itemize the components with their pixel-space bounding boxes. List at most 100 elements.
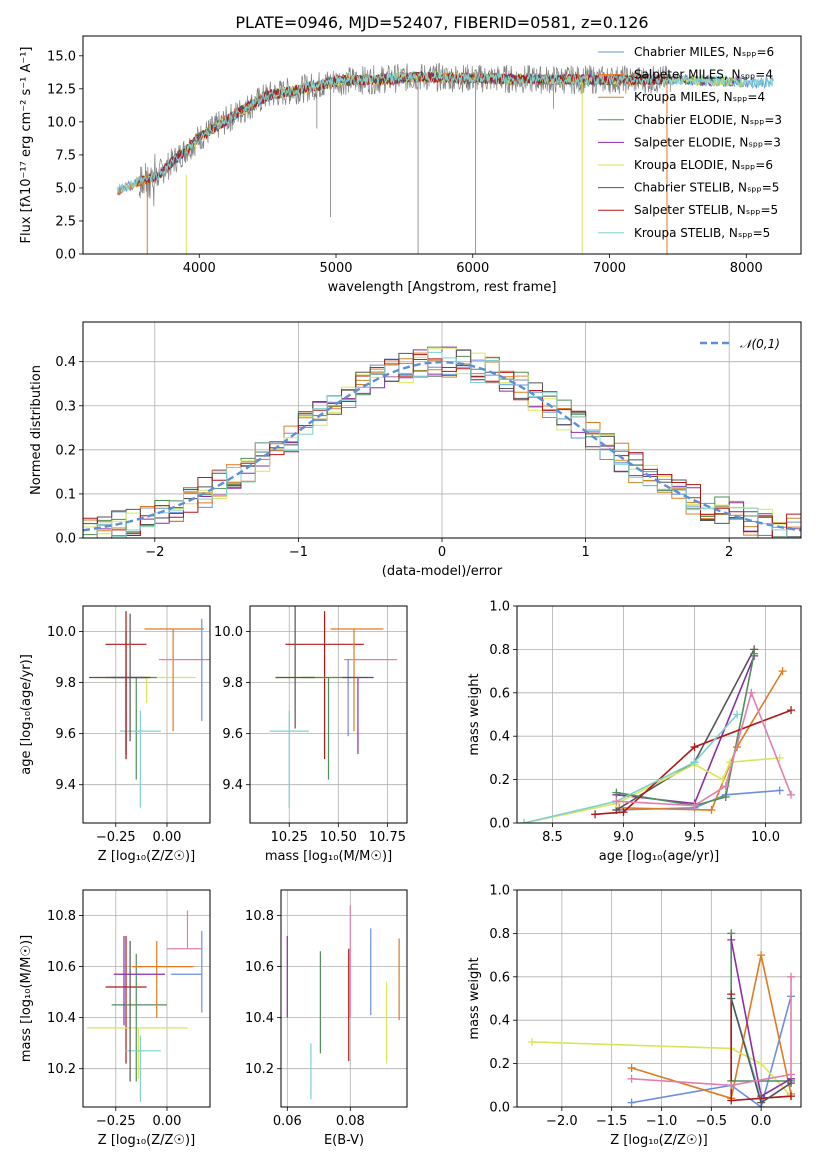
- legend-label: Kroupa STELIB, Nₛₚₚ=5: [634, 226, 770, 240]
- data-marker: [757, 951, 766, 960]
- plot-area: [87, 910, 203, 1102]
- y-tick-label: 10.8: [245, 909, 274, 924]
- legend-label: Chabrier MILES, Nₛₚₚ=6: [634, 45, 774, 59]
- x-tick-label: 0.06: [273, 1114, 302, 1129]
- x-tick-label: 8.5: [542, 830, 563, 845]
- histogram-step: [83, 354, 801, 538]
- legend-label: Chabrier ELODIE, Nₛₚₚ=3: [634, 113, 782, 127]
- x-tick-label: 5000: [319, 261, 352, 276]
- y-tick-label: 1.0: [489, 600, 510, 615]
- x-tick-label: 2: [725, 545, 733, 560]
- axes-frame: [516, 605, 802, 824]
- data-marker: [690, 743, 699, 752]
- data-marker: [527, 1037, 536, 1046]
- y-tick-label: 0.1: [55, 487, 76, 502]
- plot-area: [89, 611, 210, 808]
- y-axis-label: mass [log₁₀(M/M☉)]: [19, 935, 34, 1062]
- x-tick-label: −2: [145, 545, 164, 560]
- chart-title: PLATE=0946, MJD=52407, FIBERID=0581, z=0…: [235, 13, 648, 32]
- plot-area: [116, 62, 775, 254]
- axes-frame: [82, 889, 211, 1108]
- x-tick-label: 7000: [593, 261, 626, 276]
- x-tick-label: 0: [438, 545, 446, 560]
- plot-area: [83, 346, 801, 538]
- weight-line: [730, 994, 792, 1102]
- data-marker: [747, 688, 756, 697]
- x-tick-label: 0.00: [153, 1114, 182, 1129]
- y-tick-label: 10.0: [47, 115, 76, 130]
- data-marker: [787, 972, 796, 981]
- panel-3: −0.25 0.00 9.4 9.6 9.8 10.0 Z [log₁₀(Z/Z☉)] age…: [19, 605, 211, 864]
- data-marker: [727, 935, 736, 944]
- y-tick-label: 0.4: [55, 355, 76, 370]
- axes-frame: [249, 605, 408, 824]
- x-tick-label: 0.00: [153, 830, 182, 845]
- data-marker: [690, 801, 699, 810]
- legend-label: Salpeter MILES, Nₛₚₚ=4: [634, 68, 773, 82]
- x-axis-label: Z [log₁₀(Z/Z☉)]: [98, 1133, 195, 1148]
- weight-line: [523, 757, 780, 823]
- plot-area: [286, 905, 400, 1100]
- y-axis-label: mass weight: [467, 957, 482, 1039]
- weight-line: [631, 954, 792, 1100]
- y-tick-label: 1.0: [489, 884, 510, 899]
- spectrum-data-line: [138, 62, 672, 207]
- weight-line: [616, 655, 755, 805]
- data-marker: [778, 667, 787, 676]
- data-marker: [757, 1098, 766, 1107]
- x-tick-label: 10.0: [751, 830, 780, 845]
- y-tick-label: 10.6: [47, 960, 76, 975]
- data-marker: [612, 797, 621, 806]
- weight-line: [631, 976, 792, 1087]
- axes-frame: [82, 605, 211, 824]
- model-spectrum-line: [116, 70, 775, 193]
- data-marker: [727, 1096, 736, 1105]
- x-tick-label: −1.0: [646, 1114, 678, 1129]
- data-marker: [690, 758, 699, 767]
- y-tick-label: 0.6: [489, 686, 510, 701]
- axes-frame: [82, 35, 802, 255]
- x-tick-label: 10.50: [320, 830, 357, 845]
- x-axis-label: Z [log₁₀(Z/Z☉)]: [610, 1133, 707, 1148]
- panel-8: −2.0 −1.5 −1.0 −0.5 0.0 0.0 0.2 0.4 0.6 0.8 1.0 Z […: [467, 884, 802, 1148]
- data-marker: [750, 649, 759, 658]
- y-axis-label: age [log₁₀(age/yr)]: [19, 654, 34, 775]
- data-marker: [787, 706, 796, 715]
- legend-label: Kroupa ELODIE, Nₛₚₚ=6: [634, 158, 773, 172]
- y-tick-label: 10.6: [245, 960, 274, 975]
- y-tick-label: 12.5: [47, 82, 76, 97]
- y-tick-label: 10.4: [47, 1011, 76, 1026]
- y-tick-label: 9.8: [222, 676, 243, 691]
- data-marker: [727, 1081, 736, 1090]
- y-tick-label: 0.4: [489, 1014, 510, 1029]
- data-marker: [627, 1074, 636, 1083]
- data-marker: [727, 994, 736, 1003]
- weight-line: [616, 653, 755, 807]
- data-marker: [591, 810, 600, 819]
- panel-1: 4000 5000 6000 7000 8000 0.0 2.5 5.0 7.5 10.0 12.5…: [19, 13, 802, 295]
- y-tick-label: 10.0: [214, 625, 243, 640]
- x-tick-label: 10.25: [271, 830, 308, 845]
- y-tick-label: 10.2: [245, 1062, 274, 1077]
- y-tick-label: 0.6: [489, 970, 510, 985]
- data-marker: [612, 788, 621, 797]
- axes-frame: [280, 889, 408, 1108]
- data-marker: [718, 775, 727, 784]
- data-marker: [707, 805, 716, 814]
- data-marker: [619, 808, 628, 817]
- data-marker: [757, 1059, 766, 1068]
- panel-5: 8.5 9.0 9.5 10.0 0.0 0.2 0.4 0.6 0.8 1.0 age [log₁…: [467, 600, 802, 864]
- legend-label: 𝒩(0,1): [740, 337, 780, 351]
- weight-line: [619, 670, 784, 811]
- y-axis-label: Flux [fλ10⁻¹⁷ erg cm⁻² s⁻¹ A⁻¹]: [19, 47, 34, 244]
- axes-frame: [82, 321, 802, 539]
- data-marker: [733, 710, 742, 719]
- y-tick-label: 0.0: [489, 1101, 510, 1116]
- x-axis-label: E(B-V): [324, 1133, 364, 1148]
- y-tick-label: 10.2: [47, 1062, 76, 1077]
- x-tick-label: 9.0: [613, 830, 634, 845]
- y-tick-label: 0.8: [489, 643, 510, 658]
- x-tick-label: −0.25: [96, 830, 136, 845]
- y-tick-label: 9.4: [222, 778, 243, 793]
- y-tick-label: 2.5: [55, 214, 76, 229]
